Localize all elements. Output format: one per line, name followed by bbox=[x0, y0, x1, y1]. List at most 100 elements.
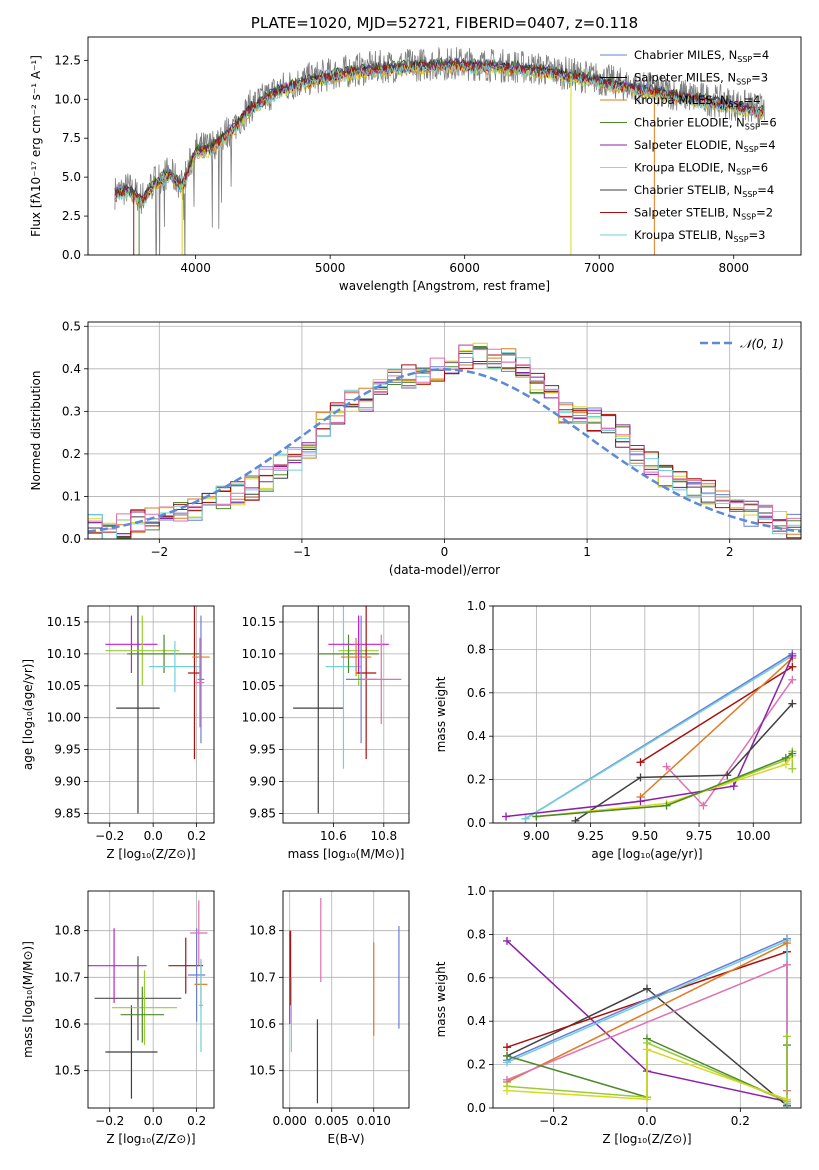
y-tick-label: 9.90 bbox=[249, 775, 276, 789]
mass-weight-line bbox=[506, 942, 788, 1083]
y-tick-label: 1.0 bbox=[467, 884, 486, 898]
x-axis-label: wavelength [Angstrom, rest frame] bbox=[339, 279, 550, 293]
y-tick-label: 0.2 bbox=[62, 447, 81, 461]
y-tick-label: 10.7 bbox=[249, 970, 276, 984]
x-tick-label: −0.2 bbox=[95, 829, 124, 843]
x-tick-label: 10.8 bbox=[370, 829, 397, 843]
x-tick-label: 10.00 bbox=[736, 829, 770, 843]
legend-label: Chabrier STELIB, NSSP=4 bbox=[634, 183, 774, 199]
y-tick-label: 0.3 bbox=[62, 404, 81, 418]
plot-frame bbox=[282, 890, 410, 1109]
x-axis-label: E(B-V) bbox=[327, 1132, 364, 1146]
legend-label: Kroupa MILES, NSSP=4 bbox=[634, 93, 760, 109]
legend-label-subscript: SSP bbox=[741, 213, 756, 222]
x-tick-label: 0.2 bbox=[731, 1114, 750, 1128]
gaussian-curve bbox=[88, 368, 801, 533]
massweight-Z-plot-area bbox=[503, 934, 791, 1108]
legend-label: 𝒩(0, 1) bbox=[740, 337, 784, 351]
x-axis-label: Z [log₁₀(Z/Z⊙)] bbox=[106, 1132, 195, 1146]
legend-label-suffix: =4 bbox=[757, 183, 774, 197]
legend-label-subscript: SSP bbox=[729, 100, 744, 109]
massweight-Z-chart: −0.2 0.0 0.2 0.0 0.2 0.4 0.6 0.8 1.0 Z [log₁₀(Z/Z… bbox=[434, 884, 802, 1146]
x-tick-label: 4000 bbox=[180, 261, 211, 275]
x-tick-label: −0.2 bbox=[539, 1114, 568, 1128]
mass-weight-line bbox=[639, 657, 793, 798]
y-tick-label: 10.0 bbox=[54, 92, 81, 106]
legend-label: Salpeter MILES, NSSP=3 bbox=[634, 71, 768, 87]
y-tick-label: 0.2 bbox=[467, 1058, 486, 1072]
y-tick-label: 10.5 bbox=[249, 1064, 276, 1078]
x-tick-label: 9.25 bbox=[577, 829, 604, 843]
y-tick-label: 0.1 bbox=[62, 489, 81, 503]
legend-label-suffix: =3 bbox=[749, 228, 766, 242]
y-tick-label: 10.10 bbox=[47, 647, 81, 661]
x-tick-label: 0.0 bbox=[144, 829, 163, 843]
legend-label: Kroupa STELIB, NSSP=3 bbox=[634, 228, 765, 244]
residuals-chart: −2 −1 0 1 2 0.0 0.1 0.2 0.3 0.4 0.5 (data-model)/er… bbox=[29, 319, 802, 577]
y-tick-label: 0.0 bbox=[467, 1101, 486, 1115]
y-tick-label: 9.90 bbox=[54, 775, 81, 789]
x-tick-label: 5000 bbox=[315, 261, 346, 275]
model-series-line bbox=[114, 62, 765, 208]
x-tick-label: 0.0 bbox=[637, 1114, 656, 1128]
x-tick-label: 10.6 bbox=[320, 829, 347, 843]
histogram-step-line bbox=[88, 344, 801, 539]
x-tick-label: 1 bbox=[583, 545, 591, 559]
legend-label: Chabrier MILES, NSSP=4 bbox=[634, 48, 769, 64]
plot-frame bbox=[87, 890, 215, 1109]
x-axis-label: Z [log₁₀(Z/Z⊙)] bbox=[106, 847, 195, 861]
y-tick-label: 10.00 bbox=[47, 711, 81, 725]
y-tick-label: 0.8 bbox=[467, 642, 486, 656]
y-axis-label: age [log₁₀(age/yr)] bbox=[21, 659, 35, 770]
x-tick-label: 0.2 bbox=[187, 829, 206, 843]
y-axis-label: mass weight bbox=[434, 676, 448, 752]
legend-label-suffix: =6 bbox=[760, 116, 777, 130]
plot-frame bbox=[87, 321, 802, 540]
x-tick-label: 0.005 bbox=[315, 1114, 349, 1128]
x-tick-label: 7000 bbox=[584, 261, 615, 275]
x-axis-label: mass [log₁₀(M/M⊙)] bbox=[288, 847, 405, 861]
y-tick-label: 0.0 bbox=[62, 248, 81, 262]
legend-label-suffix: =4 bbox=[752, 48, 769, 62]
y-tick-label: 0.8 bbox=[467, 927, 486, 941]
y-tick-label: 0.4 bbox=[467, 1014, 486, 1028]
mass-weight-line bbox=[505, 655, 793, 818]
x-tick-label: 0.010 bbox=[357, 1114, 391, 1128]
legend-label-subscript: SSP bbox=[734, 235, 749, 244]
y-tick-label: 0.4 bbox=[467, 729, 486, 743]
x-tick-label: −1 bbox=[293, 545, 311, 559]
x-tick-label: 9.50 bbox=[631, 829, 658, 843]
y-tick-label: 0.6 bbox=[467, 971, 486, 985]
plot-frame bbox=[87, 605, 215, 824]
age-mass-plot-area bbox=[293, 606, 402, 814]
legend-label-subscript: SSP bbox=[737, 55, 752, 64]
y-tick-label: 0.4 bbox=[62, 362, 81, 376]
x-tick-label: 8000 bbox=[718, 261, 749, 275]
plot-frame bbox=[87, 36, 802, 256]
y-axis-label: Normed distribution bbox=[29, 371, 43, 491]
y-tick-label: 2.5 bbox=[62, 209, 81, 223]
legend-label: Chabrier ELODIE, NSSP=6 bbox=[634, 116, 777, 132]
age-Z-chart: −0.2 0.0 0.2 9.85 9.90 9.95 10.00 10.05 10.10 10.… bbox=[21, 605, 215, 861]
y-tick-label: 10.15 bbox=[47, 615, 81, 629]
y-axis-label: Flux [fλ10⁻¹⁷ erg cm⁻² s⁻¹ A⁻¹] bbox=[29, 55, 43, 237]
chart-title: PLATE=1020, MJD=52721, FIBERID=0407, z=0… bbox=[251, 14, 638, 32]
mass-EBV-chart: 0.000 0.005 0.010 10.5 10.6 10.7 10.8 E(B-V) bbox=[249, 890, 410, 1146]
legend-label: Kroupa ELODIE, NSSP=6 bbox=[634, 161, 768, 177]
mass-weight-line bbox=[536, 752, 793, 818]
x-tick-label: 2 bbox=[726, 545, 734, 559]
y-tick-label: 0.0 bbox=[62, 532, 81, 546]
x-tick-label: 0.0 bbox=[144, 1114, 163, 1128]
plot-frame bbox=[492, 890, 802, 1109]
mass-Z-plot-area bbox=[88, 900, 208, 1099]
legend-label-subscript: SSP bbox=[745, 123, 760, 132]
x-tick-label: −0.2 bbox=[95, 1114, 124, 1128]
x-tick-label: 0 bbox=[441, 545, 449, 559]
mass-weight-line bbox=[640, 666, 793, 763]
legend-label-subscript: SSP bbox=[744, 145, 759, 154]
y-tick-label: 0.5 bbox=[62, 319, 81, 333]
y-tick-label: 10.00 bbox=[242, 711, 276, 725]
x-axis-label: Z [log₁₀(Z/Z⊙)] bbox=[602, 1132, 691, 1146]
legend-label-subscript: SSP bbox=[736, 78, 751, 87]
x-tick-label: 0.2 bbox=[187, 1114, 206, 1128]
